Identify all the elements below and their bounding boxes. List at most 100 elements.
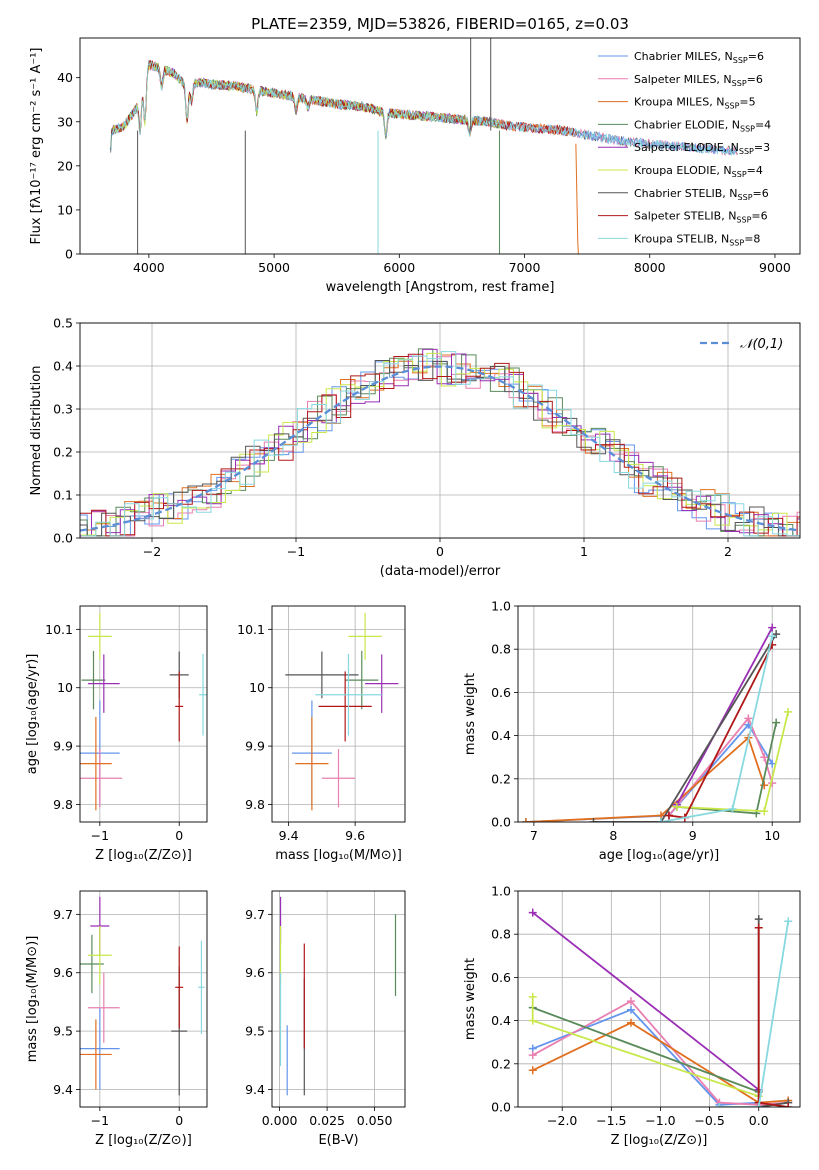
panel-mass_vs_Z: −1 0 9.4 9.5 9.6 9.7 Z [log₁₀(Z/Z⊙)] mass [log₁… xyxy=(25,890,208,1148)
x-tick-label: 9 xyxy=(689,828,697,843)
x-tick-label: 0.050 xyxy=(357,1113,393,1128)
y-tick-label: 9.6 xyxy=(53,965,73,980)
x-tick-label: −1 xyxy=(91,1113,109,1128)
axes-frame xyxy=(79,322,801,539)
panel-mass_vs_ebv: 0.000 0.025 0.050 9.4 9.5 9.6 9.7 E(B-V) xyxy=(245,890,406,1148)
y-axis-label: mass weight xyxy=(463,673,478,755)
y-tick-label: 10.1 xyxy=(237,622,265,637)
legend-name: Chabrier STELIB, N xyxy=(634,187,738,200)
legend-sub: SSP xyxy=(732,170,747,179)
weight-line-2 xyxy=(668,716,774,817)
y-tick-label: 0.0 xyxy=(491,815,511,830)
legend-suffix: =6 xyxy=(751,210,767,223)
weight-line-3 xyxy=(532,1021,789,1104)
y-tick-label: 0.8 xyxy=(491,642,511,657)
y-tick-label: 0.6 xyxy=(491,970,511,985)
legend-sub: SSP xyxy=(733,56,748,65)
histogram-step-5 xyxy=(80,348,800,537)
legend-gauss-label: 𝒩(0,1) xyxy=(740,337,783,352)
legend-sub: SSP xyxy=(740,124,755,133)
weight-marker xyxy=(626,997,635,1006)
weight-marker xyxy=(744,714,753,723)
panel-age_vs_Z: −1 0 9.8 9.9 10 10.1 Z [log₁₀(Z/Z⊙)] age [log₁₀… xyxy=(25,605,208,863)
x-tick-label: 2 xyxy=(724,544,732,559)
weight-line-5 xyxy=(532,911,760,1091)
histogram-step-6 xyxy=(81,352,800,537)
x-axis-label: Z [log₁₀(Z/Z⊙)] xyxy=(95,848,192,863)
weight-line-1 xyxy=(525,723,773,822)
y-tick-label: 9.6 xyxy=(245,965,265,980)
legend-suffix: =6 xyxy=(753,187,769,200)
x-axis-label: E(B-V) xyxy=(318,1133,358,1148)
axes-frame xyxy=(79,890,208,1108)
x-tick-label: 8 xyxy=(609,828,617,843)
panel-weight_vs_age: 7 8 9 10 0.0 0.2 0.4 0.6 0.8 1.0 age [log₁₀(age/yr… xyxy=(463,599,801,863)
weight-marker xyxy=(760,807,769,816)
x-tick-label: 4000 xyxy=(133,260,165,275)
weight-marker xyxy=(784,917,793,926)
legend-suffix: =8 xyxy=(744,232,760,245)
x-tick-label: −2 xyxy=(143,544,161,559)
x-tick-label: 9.6 xyxy=(345,828,365,843)
weight-marker xyxy=(528,1066,537,1075)
y-tick-label: 0.8 xyxy=(491,927,511,942)
weight-marker xyxy=(528,908,537,917)
x-tick-label: 0 xyxy=(175,1113,183,1128)
y-tick-label: 0.3 xyxy=(53,402,73,417)
weight-line-4 xyxy=(532,1006,760,1093)
y-tick-label: 9.5 xyxy=(245,1024,265,1039)
y-tick-label: 0.2 xyxy=(53,445,73,460)
plot-area-mass_vs_Z xyxy=(80,896,205,1096)
legend-name: Kroupa ELODIE, N xyxy=(634,164,732,177)
panel-residuals: −2 −1 0 1 2 0.0 0.1 0.2 0.3 0.4 0.5 (data-model)/er… xyxy=(29,316,801,579)
x-tick-label: 6000 xyxy=(383,260,415,275)
legend-sub: SSP xyxy=(736,216,751,225)
x-axis-label: wavelength [Angstrom, rest frame] xyxy=(326,280,555,295)
weight-marker xyxy=(772,718,781,727)
spectrum-line-6 xyxy=(112,60,500,137)
weight-marker xyxy=(626,1005,635,1014)
y-tick-label: 20 xyxy=(57,158,73,173)
weight-marker xyxy=(768,623,777,632)
spectrum-line-9 xyxy=(112,60,738,157)
plot-area-spectrum xyxy=(109,38,738,254)
x-tick-label: 0.000 xyxy=(262,1113,298,1128)
legend-sub: SSP xyxy=(729,238,744,247)
legend-suffix: =6 xyxy=(747,73,763,86)
panel-age_vs_mass: 9.4 9.6 9.8 9.9 10 10.1 mass [log₁₀(M/M⊙)] xyxy=(237,605,406,863)
y-tick-label: 10.1 xyxy=(45,622,73,637)
legend-entry-6: Kroupa ELODIE, NSSP=4 xyxy=(634,164,763,179)
weight-marker xyxy=(664,811,673,820)
y-tick-label: 0.6 xyxy=(491,685,511,700)
axes-frame xyxy=(517,605,801,823)
legend-suffix: =4 xyxy=(747,164,763,177)
histogram-step-1 xyxy=(80,360,800,537)
weight-marker xyxy=(760,753,769,762)
x-axis-label: age [log₁₀(age/yr)] xyxy=(599,848,720,863)
y-tick-label: 0.1 xyxy=(53,488,73,503)
y-tick-label: 9.5 xyxy=(53,1024,73,1039)
x-tick-label: −1 xyxy=(287,544,305,559)
y-tick-label: 9.7 xyxy=(53,907,73,922)
x-tick-label: 9000 xyxy=(759,260,791,275)
spectrum-cutoff xyxy=(575,143,579,254)
axes-frame xyxy=(517,890,801,1108)
legend-entry-1: Chabrier MILES, NSSP=6 xyxy=(634,50,764,65)
axes-frame xyxy=(79,605,208,823)
y-tick-label: 10 xyxy=(249,680,265,695)
y-tick-label: 0.0 xyxy=(491,1100,511,1115)
weight-marker xyxy=(656,818,665,822)
y-tick-label: 9.8 xyxy=(245,797,265,812)
x-tick-label: 0 xyxy=(436,544,444,559)
weight-line-1 xyxy=(532,1008,759,1106)
legend-entry-8: Salpeter STELIB, NSSP=6 xyxy=(634,210,768,225)
y-axis-label: Flux [fλ10⁻¹⁷ erg cm⁻² s⁻¹ A⁻¹] xyxy=(29,48,44,245)
plot-area-residuals xyxy=(80,348,800,537)
x-tick-label: 5000 xyxy=(258,260,290,275)
y-tick-label: 0.2 xyxy=(491,1056,511,1071)
plot-area-mass_vs_ebv xyxy=(279,896,397,1096)
legend-entry-7: Chabrier STELIB, NSSP=6 xyxy=(634,187,769,202)
y-tick-label: 40 xyxy=(57,70,73,85)
